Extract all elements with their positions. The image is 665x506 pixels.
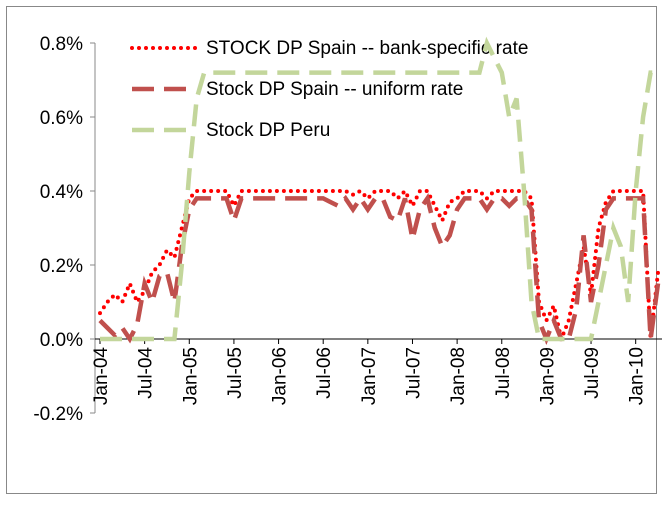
x-tick-label: Jan-07	[359, 347, 380, 405]
series-line	[98, 187, 660, 346]
legend-label: Stock DP Peru	[206, 120, 330, 141]
x-tick-label: Jan-06	[270, 347, 291, 405]
x-tick-label: Jul-05	[225, 347, 246, 399]
x-tick-label: Jul-08	[493, 347, 514, 399]
x-tick-label: Jan-05	[180, 347, 201, 405]
y-tick-label: 0.0%	[40, 330, 83, 351]
x-tick-label: Jul-06	[314, 347, 335, 399]
legend-label: Stock DP Spain -- uniform rate	[206, 79, 463, 100]
y-tick-label: 0.2%	[40, 256, 83, 277]
x-tick-label: Jan-10	[627, 347, 648, 405]
legend-label: STOCK DP Spain -- bank-specific rate	[206, 38, 528, 59]
x-tick-label: Jul-09	[582, 347, 603, 399]
x-tick-label: Jul-07	[403, 347, 424, 399]
y-tick-label: 0.6%	[40, 108, 83, 129]
y-tick-label: -0.2%	[33, 404, 83, 425]
x-tick-label: Jan-04	[91, 347, 112, 406]
y-tick-label: 0.4%	[40, 182, 83, 203]
series-line	[100, 36, 658, 342]
x-tick-label: Jan-08	[448, 347, 469, 405]
chart-border	[6, 6, 657, 494]
y-tick-label: 0.8%	[40, 34, 83, 55]
x-tick-label: Jul-04	[136, 347, 157, 399]
x-tick-label: Jan-09	[537, 347, 558, 405]
series-line	[98, 192, 661, 346]
